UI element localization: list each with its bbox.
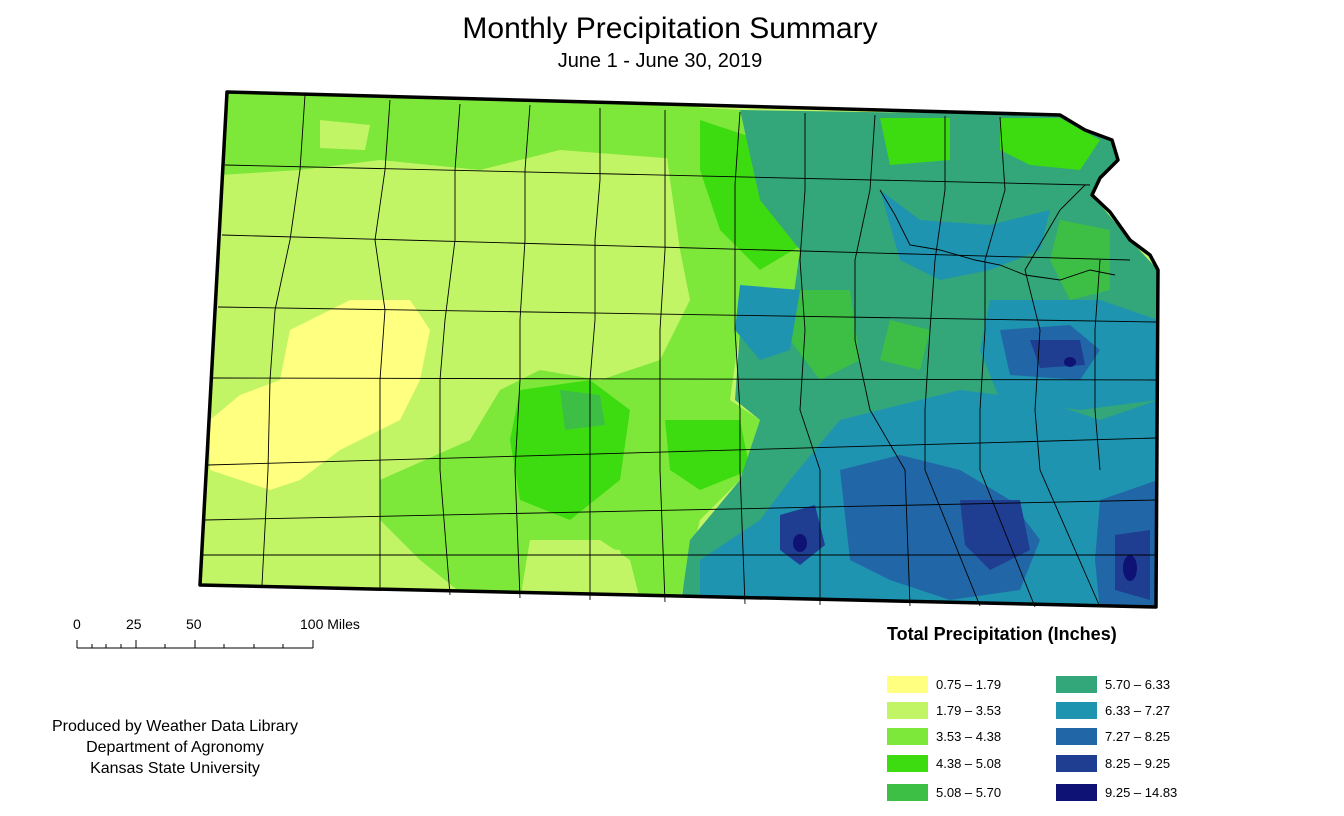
kansas-state-outline [198,90,1160,609]
legend-item: 7.27 – 8.25 [1056,727,1170,745]
credit-line: Department of Agronomy [86,739,264,756]
legend-label: 7.27 – 8.25 [1105,728,1171,744]
legend-item: 1.79 – 3.53 [887,701,1001,719]
legend-label: 9.25 – 14.83 [1105,784,1178,800]
legend-swatch [887,675,928,693]
legend-label: 5.70 – 6.33 [1105,676,1171,692]
map-title: Monthly Precipitation Summary [462,12,878,45]
scale-bar [76,640,314,649]
precipitation-zones [200,92,1158,607]
legend-label: 0.75 – 1.79 [936,676,1002,692]
legend-swatch [1056,754,1097,772]
legend-item: 0.75 – 1.79 [887,675,1001,693]
zone-4-38-5-08 [700,120,810,270]
zone-3-53-4-38 [220,92,700,175]
legend-label: 4.38 – 5.08 [936,755,1002,771]
zone-4-38-5-08 [1000,118,1100,170]
zone-1-79-3-53 [320,120,370,150]
scale-tick-label: 25 [126,616,142,632]
legend-label: 8.25 – 9.25 [1105,755,1171,771]
legend-label: 5.08 – 5.70 [936,784,1002,800]
scale-tick-label: 0 [73,616,81,632]
legend-item: 6.33 – 7.27 [1056,701,1170,719]
legend-swatch [887,727,928,745]
legend-label: 3.53 – 4.38 [936,728,1002,744]
legend-swatch [1056,675,1097,693]
zone-6-33-7-27 [880,190,1050,280]
map-subtitle: June 1 - June 30, 2019 [557,50,763,72]
scale-bar-labels: 0 25 50 100 Miles [70,616,390,656]
zone-9-25-14-83 [793,534,807,552]
zone-9-25-14-83 [1064,357,1076,367]
legend-swatch [887,783,928,801]
legend-swatch [1056,701,1097,719]
zone-1-79-3-53 [540,545,630,595]
zone-5-08-5-70 [790,290,860,380]
zone-5-08-5-70 [1050,220,1110,300]
zone-4-38-5-08 [880,118,950,165]
credit-line: Produced by Weather Data Library [51,718,299,735]
legend-item: 9.25 – 14.83 [1056,783,1177,801]
legend-item: 5.08 – 5.70 [887,783,1001,801]
zone-8-25-9-25 [960,500,1030,570]
scale-tick-label: 50 [186,616,202,632]
legend-swatch [1056,783,1097,801]
legend-swatch [887,701,928,719]
county-boundaries [202,94,1157,608]
legend-item: 8.25 – 9.25 [1056,754,1170,772]
legend-title: Total Precipitation (Inches) [887,624,1117,644]
legend-item: 5.70 – 6.33 [1056,675,1170,693]
credits: Produced by Weather Data Library Departm… [20,716,330,779]
legend-swatch [887,754,928,772]
zone-4-38-5-08 [665,420,750,490]
zone-5-08-5-70 [560,390,605,430]
zone-6-33-7-27 [735,285,800,360]
zone-0-75-1-79 [210,300,430,490]
credit-line: Kansas State University [90,760,260,777]
legend-label: 1.79 – 3.53 [936,702,1002,718]
zone-9-25-14-83 [1123,555,1137,581]
scale-tick-label: 100 Miles [300,616,360,632]
legend-item: 3.53 – 4.38 [887,727,1001,745]
legend-swatch [1056,727,1097,745]
legend-label: 6.33 – 7.27 [1105,702,1171,718]
zone-5-08-5-70 [880,320,930,370]
legend-item: 4.38 – 5.08 [887,754,1001,772]
